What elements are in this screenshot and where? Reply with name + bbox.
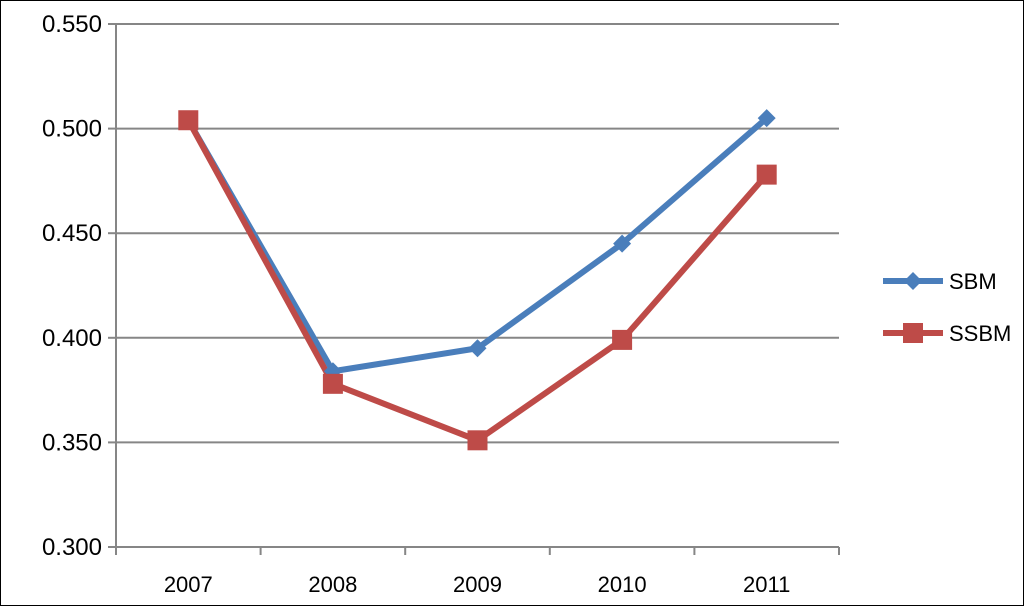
y-tick-labels: 0.300 0.350 0.400 0.450 0.500 0.550: [42, 11, 102, 561]
axes: [108, 23, 840, 555]
y-tick-label: 0.400: [42, 325, 102, 352]
x-tick-labels: 2007 2008 2009 2010 2011: [164, 572, 791, 597]
x-tick-label: 2008: [308, 572, 357, 597]
data-point-sbm: [757, 109, 776, 128]
legend-marker-sbm: [904, 272, 922, 290]
y-tick-label: 0.500: [42, 116, 102, 143]
legend-label-ssbm: SSBM: [949, 321, 1011, 346]
y-tick-label: 0.300: [42, 534, 102, 561]
x-tick-label: 2010: [598, 572, 647, 597]
series-markers: [178, 109, 777, 451]
series-line-sbm: [185, 115, 770, 375]
y-tick-label: 0.350: [42, 429, 102, 456]
x-tick-label: 2007: [164, 572, 213, 597]
data-point-sbm: [468, 339, 487, 358]
x-tick-label: 2009: [453, 572, 502, 597]
data-point-sbm: [613, 234, 632, 253]
y-tick-label: 0.450: [42, 220, 102, 247]
data-point-ssbm: [756, 164, 777, 185]
data-point-ssbm: [612, 329, 633, 350]
gridlines: [116, 23, 839, 444]
legend-marker-ssbm: [903, 323, 923, 343]
series-lines: [185, 115, 770, 444]
data-point-ssbm: [467, 430, 488, 451]
data-point-ssbm: [322, 373, 343, 394]
data-point-ssbm: [178, 110, 199, 131]
x-tick-label: 2011: [743, 572, 790, 597]
legend: SBM SSBM: [883, 269, 1011, 346]
y-tick-label: 0.550: [42, 11, 102, 38]
series-line-ssbm: [185, 117, 770, 444]
legend-label-sbm: SBM: [949, 269, 997, 294]
